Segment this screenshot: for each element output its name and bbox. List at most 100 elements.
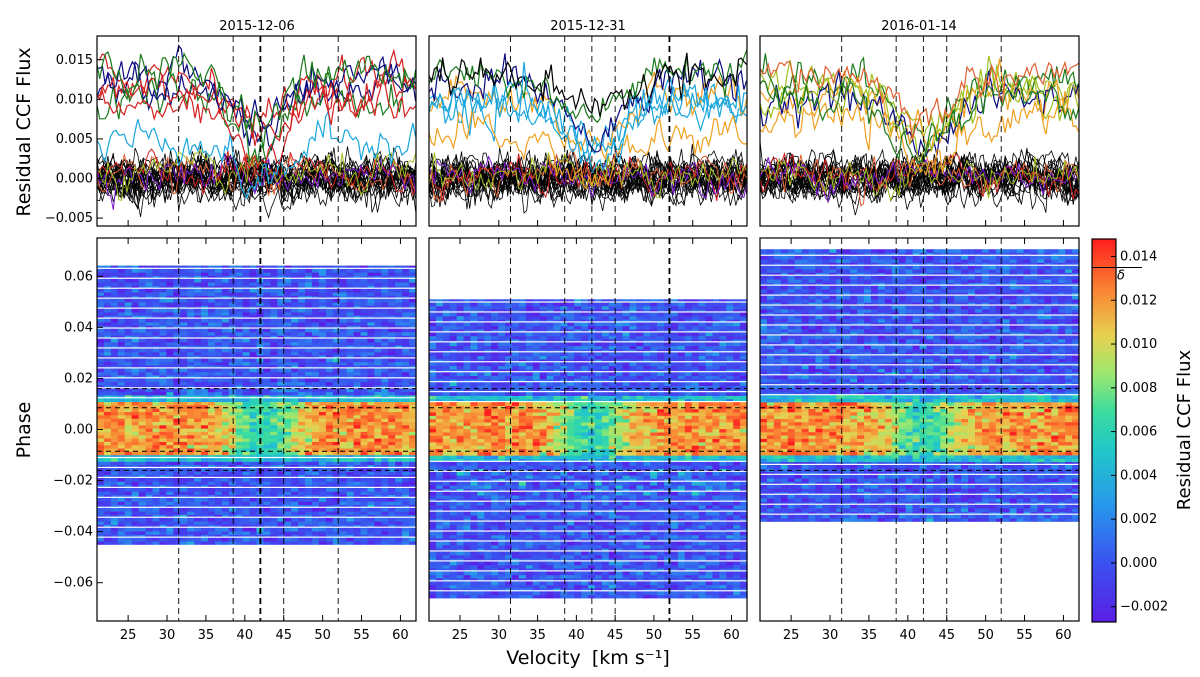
x-tick-label: 60 [1055,628,1072,643]
flux-panel-frame [96,35,417,227]
x-tick-label: 30 [822,628,839,643]
y-tick-label: 0.010 [56,92,93,107]
flux-curve [760,60,1079,140]
flux-curve [760,91,1079,177]
flux-curve [97,109,416,200]
y-tick-label: 0.015 [56,53,93,68]
flux-curves [760,53,1079,216]
colorbar-tick-label: 0.012 [1120,293,1157,308]
y-tick-label: 0.02 [64,371,93,386]
flux-panel-2 [428,35,748,227]
y-tick-label: 0.00 [64,423,93,438]
flux-curve-edge [429,147,747,204]
x-tick-label: 30 [159,628,176,643]
flux-panel-frame [428,35,748,227]
flux-curve [429,107,747,190]
x-tick-label: 25 [120,628,137,643]
x-tick-label: 45 [275,628,292,643]
colorbar-tick-label: 0.000 [1120,556,1157,571]
flux-curve [429,61,747,164]
flux-curve-out-transit [760,156,1079,205]
flux-curves [429,50,747,214]
flux-curve-out-transit [97,146,416,207]
x-axis-label-unit: [km s⁻¹] [592,647,670,669]
flux-curve [97,73,416,147]
flux-curve-out-transit [97,155,416,213]
colorbar-label: Residual CCF Flux [1174,349,1195,510]
x-tick-label: 30 [491,628,508,643]
x-tick-label: 25 [783,628,800,643]
x-tick-label: 45 [607,628,624,643]
flux-curve [429,76,747,175]
flux-curve [760,55,1079,164]
x-tick-label: 45 [938,628,955,643]
flux-curve-edge [760,151,1079,207]
x-tick-label: 55 [1016,628,1033,643]
flux-curve [429,53,747,153]
x-axis-label-text: Velocity [506,647,581,669]
flux-panel-3 [759,35,1080,227]
phase-panel-frame [759,237,1080,622]
x-tick-label: 50 [977,628,994,643]
flux-curve-out-transit [760,152,1079,204]
panel-title-1: 2015-12-06 [219,19,295,34]
colorbar-tick-label: 0.002 [1120,512,1157,527]
x-tick-label: 35 [529,628,546,643]
flux-panel-frame [759,35,1080,227]
flux-curve [97,44,416,131]
x-tick-label: 60 [723,628,740,643]
colorbar-frame [1091,238,1117,623]
flux-curve [97,75,416,170]
y-tick-label: 0.06 [64,269,93,284]
y-tick-label: −0.005 [45,211,93,226]
x-tick-label: 35 [861,628,878,643]
phase-panel-frame [428,237,748,622]
colorbar: −0.002 0.000 0.002 0.004 0.006 0.008 0.010 0.01… [1091,238,1168,623]
x-tick-label: 25 [452,628,469,643]
flux-curve [760,78,1079,165]
colorbar-tick-label: 0.006 [1120,425,1157,440]
bottom-y-axis-label: Phase [13,402,35,459]
x-tick-label: 50 [646,628,663,643]
x-tick-label: 55 [353,628,370,643]
flux-curve [97,72,416,164]
y-tick-label: 0.04 [64,320,93,335]
x-tick-label: 60 [392,628,409,643]
flux-curve-edge [97,152,416,196]
flux-curve [760,53,1079,158]
x-tick-label: 55 [684,628,701,643]
flux-curve [97,50,416,150]
colorbar-tick-label: −0.002 [1120,600,1168,615]
y-tick-label: 0.000 [56,172,93,187]
x-axis-label: Velocity [km s⁻¹] [506,647,670,669]
colorbar-gradient [1092,239,1116,622]
heatmap-cells [760,249,1080,522]
x-tick-label: 40 [237,628,254,643]
phase-map-3: 25 30 35 40 45 50 55 60 [759,237,1080,643]
colorbar-tick-label: 0.004 [1120,468,1157,483]
top-y-axis-label: Residual CCF Flux [13,47,35,216]
x-tick-label: 35 [198,628,215,643]
x-tick-label: 40 [568,628,585,643]
panel-title-2: 2015-12-31 [550,19,626,34]
flux-panel-1: −0.005 0.000 0.005 0.010 0.015 [45,35,417,227]
delta-marker-label: δ [1117,268,1125,283]
y-tick-label: 0.005 [56,132,93,147]
flux-curves [97,44,416,219]
panel-title-3: 2016-01-14 [881,19,957,34]
heatmap-cells [429,299,748,599]
flux-curve [760,58,1079,153]
phase-map-2: 25 30 35 40 45 50 55 60 [428,237,748,643]
y-tick-label: −0.06 [53,576,93,591]
x-tick-label: 50 [314,628,331,643]
flux-curve [760,70,1079,159]
flux-curve [429,52,747,117]
colorbar-tick-label: 0.010 [1120,337,1157,352]
heatmap-cells [97,265,417,545]
y-tick-label: −0.04 [53,525,93,540]
colorbar-tick-label: 0.014 [1120,250,1157,265]
phase-map-1: 25 30 35 40 45 50 55 60 −0.06 −0.04 −0.02 0.00 0.02 0… [53,237,417,643]
flux-curve-edge [97,153,416,210]
y-tick-label: −0.02 [53,474,93,489]
